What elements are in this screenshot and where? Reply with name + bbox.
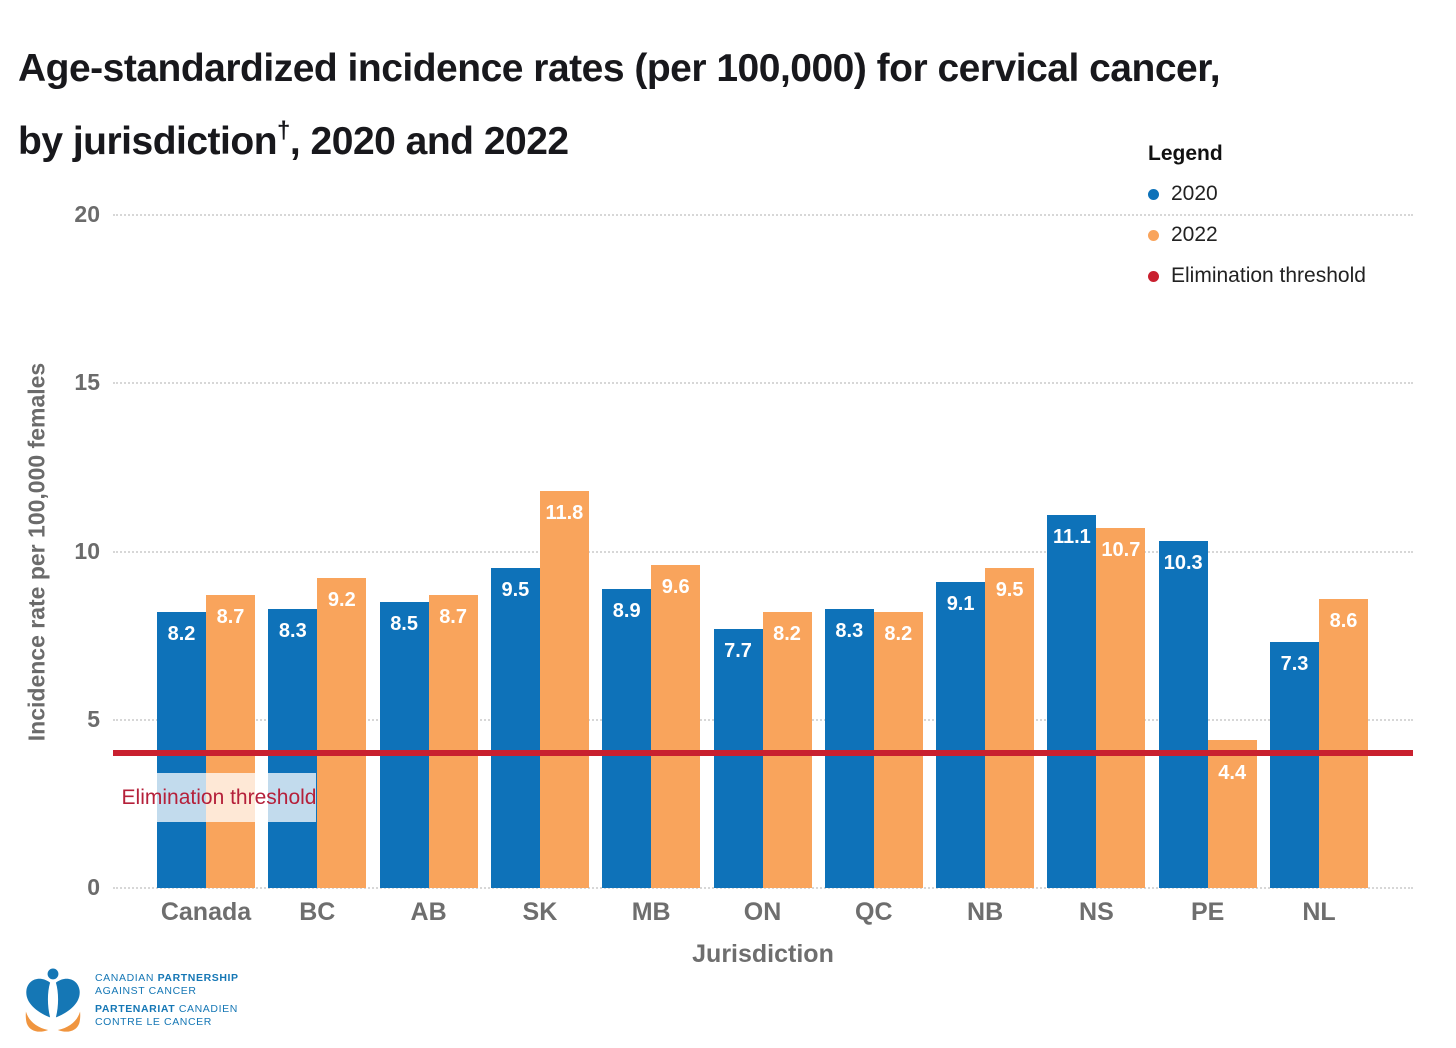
plot-area: Incidence rate per 100,000 females 0 5 10 1… [24, 201, 1413, 900]
bar-value-label: 8.5 [390, 612, 418, 635]
org-logo: CANADIAN PARTNERSHIP AGAINST CANCER PART… [24, 966, 239, 1034]
bar-2022-QC: 8.2 [873, 612, 923, 888]
bar-2020-PE: 10.3 [1158, 541, 1208, 888]
bar-value-label: 8.7 [216, 606, 245, 629]
bar-2022-ON: 8.2 [762, 612, 812, 888]
dagger-footnote-marker: † [277, 117, 290, 144]
bar-2020-NB: 9.1 [936, 581, 986, 888]
bar-value-label: 11.1 [1052, 525, 1091, 548]
bar-2020-QC: 8.3 [824, 608, 874, 888]
x-tick-label-PE: PE [1191, 898, 1225, 926]
x-tick-label-QC: QC [855, 898, 893, 926]
x-tick-label-AB: AB [410, 898, 447, 926]
elimination-threshold-line [113, 750, 1413, 757]
bar-value-label: 8.2 [167, 623, 196, 646]
bar-value-label: 8.6 [1329, 609, 1358, 632]
x-tick-label-NS: NS [1079, 898, 1114, 926]
bar-2022-NL: 8.6 [1319, 598, 1368, 888]
org-logo-line4: CONTRE LE CANCER [95, 1015, 212, 1028]
org-logo-line1: CANADIAN PARTNERSHIP [95, 971, 239, 984]
bar-2022-Canada: 8.7 [206, 595, 255, 888]
bar-2022-SK: 11.8 [539, 490, 589, 888]
legend-label-2020: 2020 [1171, 182, 1218, 205]
x-tick-label-NL: NL [1302, 898, 1336, 926]
bar-2020-NL: 7.3 [1270, 642, 1319, 888]
bar-2020-ON: 7.7 [713, 628, 763, 888]
bar-value-label: 11.8 [545, 501, 584, 524]
y-tick-label-20: 20 [74, 201, 100, 227]
bar-value-label: 7.7 [724, 639, 752, 662]
bar-2020-NS: 11.1 [1047, 514, 1097, 888]
legend-heading: Legend [1148, 142, 1223, 165]
bar-2020-AB: 8.5 [379, 601, 429, 888]
y-tick-label-10: 10 [74, 537, 100, 564]
bar-value-label: 9.5 [501, 579, 530, 602]
x-tick-label-BC: BC [299, 898, 336, 926]
x-tick-label-MB: MB [631, 898, 671, 926]
bar-value-label: 10.7 [1101, 538, 1141, 561]
x-tick-label-SK: SK [522, 898, 558, 926]
bar-value-label: 8.9 [612, 599, 641, 622]
bar-value-label: 9.1 [946, 592, 975, 615]
bar-2020-SK: 9.5 [490, 568, 540, 888]
bar-2020-BC: 8.3 [268, 608, 318, 888]
x-tick-label-NB: NB [967, 898, 1004, 926]
legend-dot-2020 [1148, 188, 1159, 200]
gridline-y20 [113, 214, 1413, 216]
bar-2020-MB: 8.9 [602, 588, 652, 888]
bar-value-label: 10.3 [1163, 552, 1203, 575]
bar-value-label: 8.2 [773, 623, 801, 646]
bar-value-label: 7.3 [1280, 653, 1309, 676]
gridline-y10 [113, 550, 1413, 553]
legend-label-2022: 2022 [1171, 223, 1218, 246]
bar-2022-MB: 9.6 [651, 564, 701, 888]
bar-value-label: 8.3 [835, 619, 864, 642]
bar-value-label: 8.7 [439, 606, 467, 629]
bar-2022-AB: 8.7 [428, 595, 478, 888]
y-tick-label-15: 15 [74, 369, 100, 396]
bar-2022-NS: 10.7 [1096, 527, 1146, 888]
y-tick-label-0: 0 [87, 874, 100, 900]
bar-2020-Canada: 8.2 [157, 612, 206, 888]
gridline-y15 [113, 382, 1413, 385]
bar-value-label: 8.2 [884, 623, 913, 646]
org-logo-line2: AGAINST CANCER [95, 984, 197, 997]
y-tick-label-5: 5 [87, 705, 100, 732]
gridline-y0 [113, 887, 1413, 889]
bar-2022-BC: 9.2 [317, 578, 367, 888]
butterfly-person-icon [25, 968, 81, 1032]
legend-label-threshold: Elimination threshold [1171, 264, 1366, 287]
legend-item-2022: 2022 [1148, 223, 1366, 247]
legend-dot-2022 [1148, 229, 1159, 241]
elimination-threshold-label: Elimination threshold [122, 773, 316, 823]
legend: Legend 2020 2022 Elimination threshold [1148, 142, 1366, 305]
chart-title: Age-standardized incidence rates (per 10… [18, 38, 1221, 173]
bar-value-label: 4.4 [1218, 761, 1247, 784]
x-tick-label-Canada: Canada [160, 898, 252, 926]
bar-value-label: 9.5 [995, 579, 1024, 602]
x-tick-label-ON: ON [743, 898, 782, 926]
legend-item-threshold: Elimination threshold [1148, 264, 1366, 288]
org-logo-line3: PARTENARIAT CANADIEN [95, 1002, 238, 1015]
legend-dot-threshold [1148, 270, 1159, 282]
bar-2022-PE: 4.4 [1207, 739, 1257, 888]
org-logo-text: CANADIAN PARTNERSHIP AGAINST CANCER PART… [95, 972, 239, 1029]
x-axis-title: Jurisdiction [692, 940, 834, 968]
bar-2022-NB: 9.5 [985, 568, 1035, 888]
chart-title-line2: by jurisdiction†, 2020 and 2022 [18, 117, 569, 163]
bar-value-label: 9.2 [327, 589, 356, 612]
bar-value-label: 9.6 [661, 575, 690, 598]
legend-item-2020: 2020 [1148, 182, 1366, 206]
chart-title-line1: Age-standardized incidence rates (per 10… [18, 47, 1221, 90]
bar-value-label: 8.3 [278, 619, 307, 642]
